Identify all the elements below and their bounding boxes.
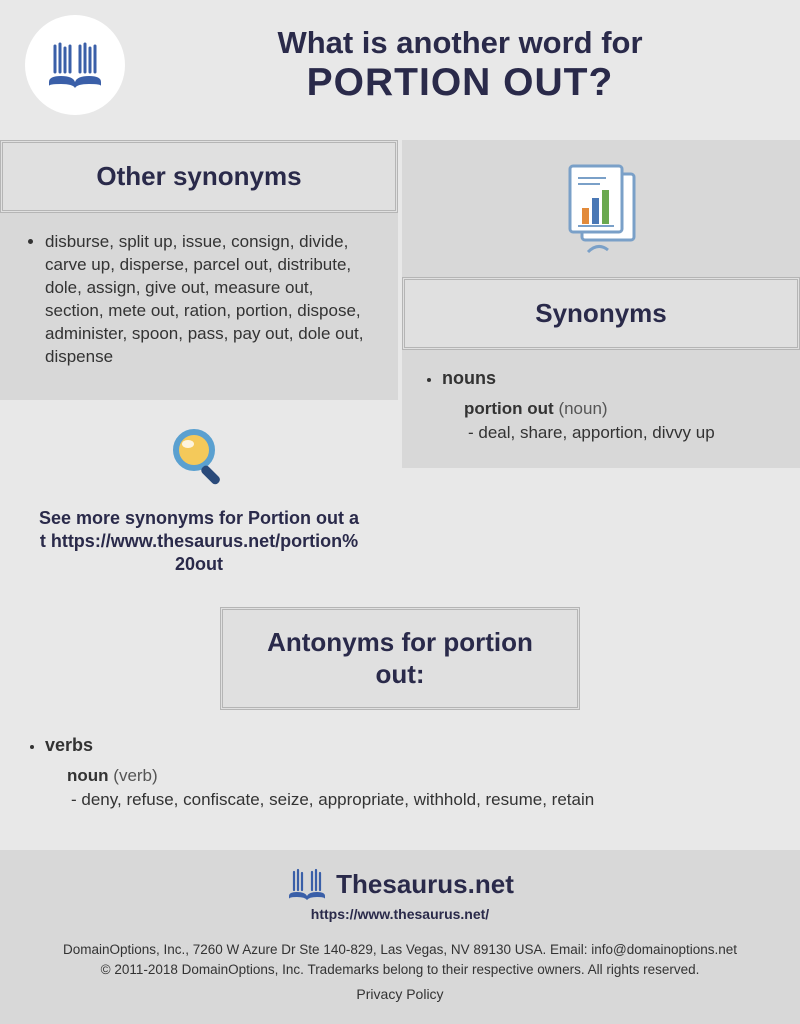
title-line2: PORTION OUT? bbox=[145, 61, 775, 105]
footer-logo: Thesaurus.net bbox=[20, 868, 780, 902]
entry-pos: (noun) bbox=[558, 399, 607, 418]
footer-url[interactable]: https://www.thesaurus.net/ bbox=[20, 906, 780, 922]
page-footer: Thesaurus.net https://www.thesaurus.net/… bbox=[0, 850, 800, 1024]
left-column: Other synonyms disburse, split up, issue… bbox=[0, 140, 400, 597]
document-chart-icon bbox=[556, 160, 646, 260]
title-line1: What is another word for bbox=[145, 25, 775, 61]
entry-headword: portion out bbox=[464, 399, 554, 418]
magnifier-icon bbox=[164, 422, 234, 492]
footer-privacy-link[interactable]: Privacy Policy bbox=[20, 986, 780, 1002]
see-more-text: See more synonyms for Portion out at htt… bbox=[20, 497, 378, 577]
footer-legal2: © 2011-2018 DomainOptions, Inc. Trademar… bbox=[20, 960, 780, 980]
page-header: What is another word for PORTION OUT? bbox=[0, 0, 800, 140]
antonym-pos: (verb) bbox=[113, 766, 157, 785]
synonyms-body: nouns portion out (noun) deal, share, ap… bbox=[402, 368, 800, 443]
entry-head: portion out (noun) bbox=[464, 399, 775, 419]
entry-synonyms: deal, share, apportion, divvy up bbox=[464, 423, 775, 443]
right-column: Synonyms nouns portion out (noun) deal, … bbox=[400, 140, 800, 597]
pos-label-nouns: nouns bbox=[442, 368, 775, 389]
synonym-entry: portion out (noun) deal, share, apportio… bbox=[442, 399, 775, 443]
page-title: What is another word for PORTION OUT? bbox=[145, 25, 775, 105]
other-synonyms-heading: Other synonyms bbox=[0, 140, 398, 213]
other-synonyms-text: disburse, split up, issue, consign, divi… bbox=[45, 231, 373, 369]
antonym-list: deny, refuse, confiscate, seize, appropr… bbox=[67, 790, 765, 810]
document-icon-wrap bbox=[402, 140, 800, 277]
logo-circle bbox=[25, 15, 125, 115]
synonyms-box: Synonyms nouns portion out (noun) deal, … bbox=[402, 140, 800, 468]
antonym-entry: noun (verb) deny, refuse, confiscate, se… bbox=[45, 766, 765, 810]
antonym-headword: noun bbox=[67, 766, 109, 785]
columns: Other synonyms disburse, split up, issue… bbox=[0, 140, 800, 597]
book-icon bbox=[43, 38, 107, 92]
footer-brand: Thesaurus.net bbox=[336, 869, 514, 900]
other-synonyms-list: disburse, split up, issue, consign, divi… bbox=[0, 231, 398, 385]
antonyms-section: Antonyms for portion out: verbs noun (ve… bbox=[0, 597, 800, 850]
see-more-box: See more synonyms for Portion out at htt… bbox=[0, 412, 398, 577]
antonyms-heading: Antonyms for portion out: bbox=[220, 607, 580, 710]
footer-book-icon bbox=[286, 868, 328, 902]
synonyms-heading: Synonyms bbox=[402, 277, 800, 350]
other-synonyms-box: Other synonyms disburse, split up, issue… bbox=[0, 140, 398, 400]
antonym-entry-head: noun (verb) bbox=[67, 766, 765, 786]
footer-legal1: DomainOptions, Inc., 7260 W Azure Dr Ste… bbox=[20, 940, 780, 960]
antonyms-body: verbs noun (verb) deny, refuse, confisca… bbox=[0, 735, 800, 830]
pos-label-verbs: verbs bbox=[45, 735, 765, 756]
